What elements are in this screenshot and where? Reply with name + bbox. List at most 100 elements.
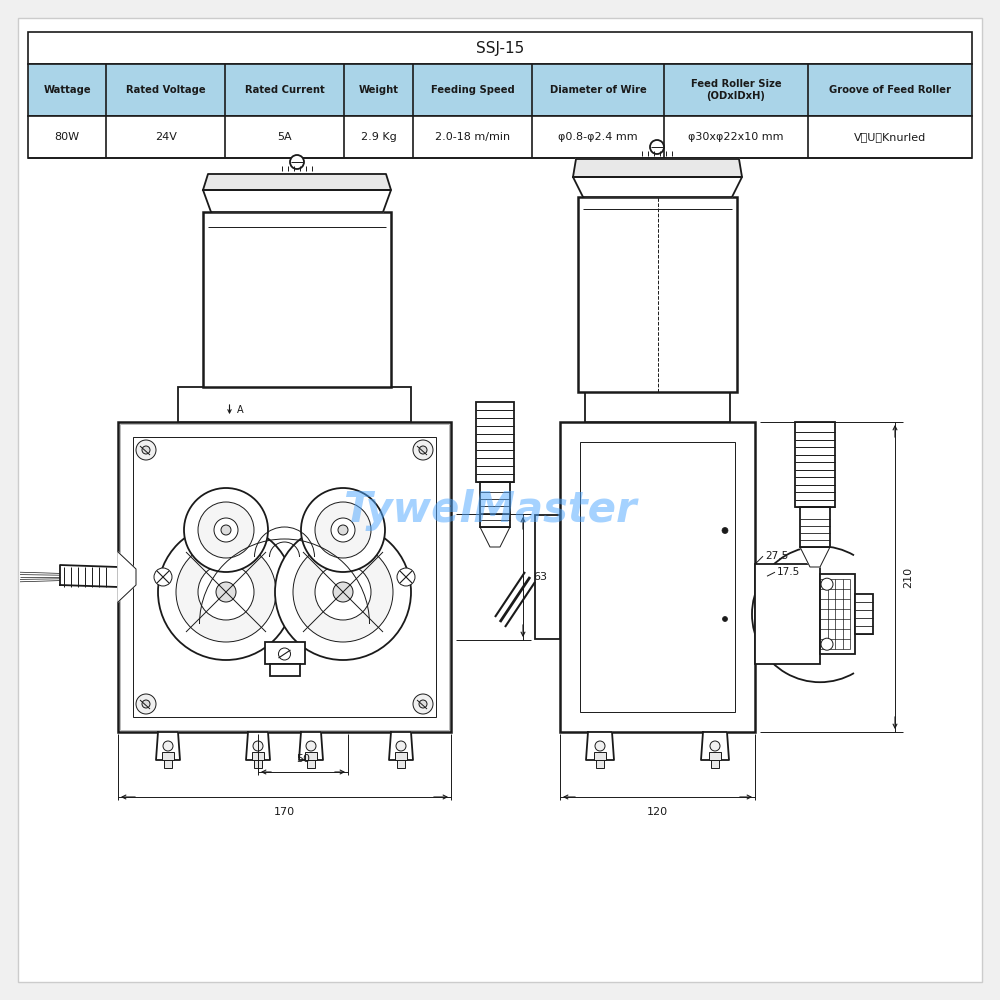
Bar — [585, 392, 730, 422]
Circle shape — [290, 155, 304, 169]
Circle shape — [306, 741, 316, 751]
Text: φ0.8-φ2.4 mm: φ0.8-φ2.4 mm — [558, 132, 638, 142]
Text: Weight: Weight — [359, 85, 399, 95]
Text: SSJ-15: SSJ-15 — [476, 40, 524, 55]
Bar — [254, 760, 262, 768]
Text: 120: 120 — [647, 807, 668, 817]
Circle shape — [821, 638, 833, 650]
Bar — [305, 752, 317, 760]
Text: Rated Voltage: Rated Voltage — [126, 85, 206, 95]
Text: Groove of Feed Roller: Groove of Feed Roller — [829, 85, 951, 95]
Bar — [560, 422, 755, 732]
Bar — [820, 574, 855, 654]
Text: Feeding Speed: Feeding Speed — [431, 85, 514, 95]
Circle shape — [136, 440, 156, 460]
Circle shape — [198, 502, 254, 558]
Bar — [133, 437, 436, 717]
Bar — [578, 197, 737, 392]
Text: 80W: 80W — [55, 132, 80, 142]
Text: φ30xφ22x10 mm: φ30xφ22x10 mm — [688, 132, 784, 142]
Circle shape — [710, 741, 720, 751]
Circle shape — [301, 488, 385, 572]
Circle shape — [136, 694, 156, 714]
Text: A: A — [237, 405, 243, 415]
Bar — [709, 752, 721, 760]
Circle shape — [315, 502, 371, 558]
Bar — [711, 760, 719, 768]
Bar — [178, 387, 411, 422]
Bar — [755, 564, 820, 664]
Polygon shape — [573, 159, 742, 177]
Polygon shape — [573, 177, 742, 197]
Bar — [252, 752, 264, 760]
Bar — [28, 32, 972, 64]
Text: 210: 210 — [903, 566, 913, 588]
Bar — [28, 64, 972, 116]
Circle shape — [142, 446, 150, 454]
Text: 2.0-18 m/min: 2.0-18 m/min — [435, 132, 510, 142]
Circle shape — [275, 524, 411, 660]
Circle shape — [158, 524, 294, 660]
Bar — [270, 664, 300, 676]
Bar — [580, 442, 735, 712]
Polygon shape — [203, 190, 391, 212]
Circle shape — [333, 582, 353, 602]
Polygon shape — [701, 732, 729, 760]
Bar — [118, 422, 451, 732]
Text: Diameter of Wire: Diameter of Wire — [550, 85, 647, 95]
Bar — [795, 422, 835, 507]
Bar — [162, 752, 174, 760]
Text: 5A: 5A — [277, 132, 292, 142]
Polygon shape — [60, 565, 118, 587]
Text: Wattage: Wattage — [43, 85, 91, 95]
Text: 50: 50 — [296, 754, 310, 764]
Bar — [594, 752, 606, 760]
Text: Feed Roller Size
(ODxIDxH): Feed Roller Size (ODxIDxH) — [691, 79, 781, 101]
Bar — [307, 760, 315, 768]
Bar — [264, 642, 304, 664]
Bar — [164, 760, 172, 768]
Polygon shape — [118, 552, 136, 602]
Circle shape — [331, 518, 355, 542]
Polygon shape — [800, 547, 830, 567]
Bar — [203, 212, 391, 387]
Circle shape — [198, 564, 254, 620]
Bar — [535, 515, 560, 639]
Circle shape — [821, 578, 833, 590]
Circle shape — [722, 528, 728, 534]
Circle shape — [142, 700, 150, 708]
Circle shape — [163, 741, 173, 751]
Bar — [480, 482, 510, 527]
Bar — [395, 752, 407, 760]
Polygon shape — [299, 732, 323, 760]
Circle shape — [419, 446, 427, 454]
Polygon shape — [586, 732, 614, 760]
Bar — [397, 760, 405, 768]
Circle shape — [419, 700, 427, 708]
Text: 2.9 Kg: 2.9 Kg — [361, 132, 397, 142]
Text: 170: 170 — [274, 807, 295, 817]
Circle shape — [315, 564, 371, 620]
Circle shape — [216, 582, 236, 602]
Text: 63: 63 — [533, 572, 547, 582]
Circle shape — [413, 440, 433, 460]
Circle shape — [413, 694, 433, 714]
Circle shape — [595, 741, 605, 751]
Circle shape — [338, 525, 348, 535]
Text: TywelMaster: TywelMaster — [344, 489, 636, 531]
Bar — [596, 760, 604, 768]
Circle shape — [221, 525, 231, 535]
Circle shape — [176, 542, 276, 642]
Bar — [800, 507, 830, 547]
Polygon shape — [203, 174, 391, 190]
Text: 24V: 24V — [155, 132, 177, 142]
Circle shape — [214, 518, 238, 542]
Bar — [120, 424, 449, 730]
Text: 17.5: 17.5 — [777, 567, 800, 577]
Circle shape — [397, 568, 415, 586]
Polygon shape — [389, 732, 413, 760]
Text: V、U、Knurled: V、U、Knurled — [854, 132, 926, 142]
Bar — [855, 594, 873, 634]
Text: Rated Current: Rated Current — [245, 85, 325, 95]
Circle shape — [293, 542, 393, 642]
